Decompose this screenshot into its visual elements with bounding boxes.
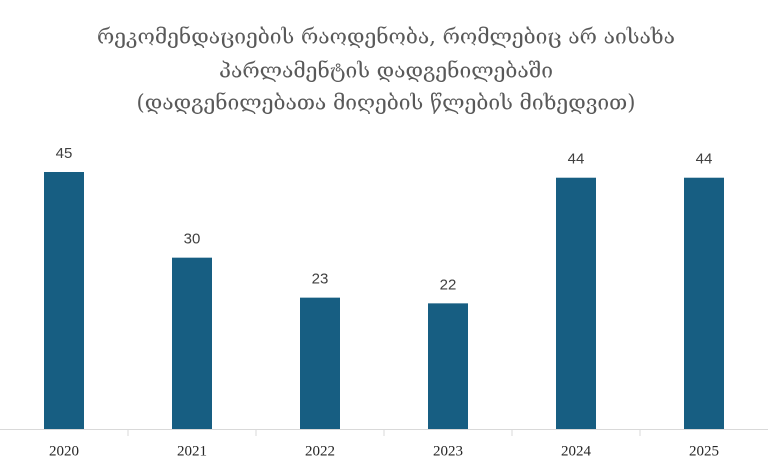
bar [172, 257, 212, 429]
x-tick-label: 2024 [561, 443, 592, 459]
data-label: 44 [568, 151, 585, 168]
x-tick-label: 2022 [305, 443, 335, 459]
chart-title: რეკომენდაციების რაოდენობა, რომლებიც არ ა… [97, 25, 675, 49]
chart-title: პარლამენტის დადგენილებაში [219, 59, 553, 83]
data-label: 23 [312, 271, 329, 288]
bar [556, 177, 596, 429]
data-label: 45 [56, 145, 73, 162]
bar [684, 177, 724, 429]
data-label: 30 [184, 231, 201, 248]
bar [44, 172, 84, 429]
data-label: 22 [440, 276, 457, 293]
bar [300, 297, 340, 429]
x-tick-label: 2020 [49, 443, 79, 459]
bar [428, 303, 468, 429]
data-label: 44 [696, 151, 713, 168]
x-tick-label: 2023 [433, 443, 463, 459]
chart-title: (დადგენილებათა მიღების წლების მიხედვით) [137, 91, 636, 115]
x-tick-label: 2021 [177, 443, 207, 459]
x-tick-label: 2025 [689, 443, 719, 459]
